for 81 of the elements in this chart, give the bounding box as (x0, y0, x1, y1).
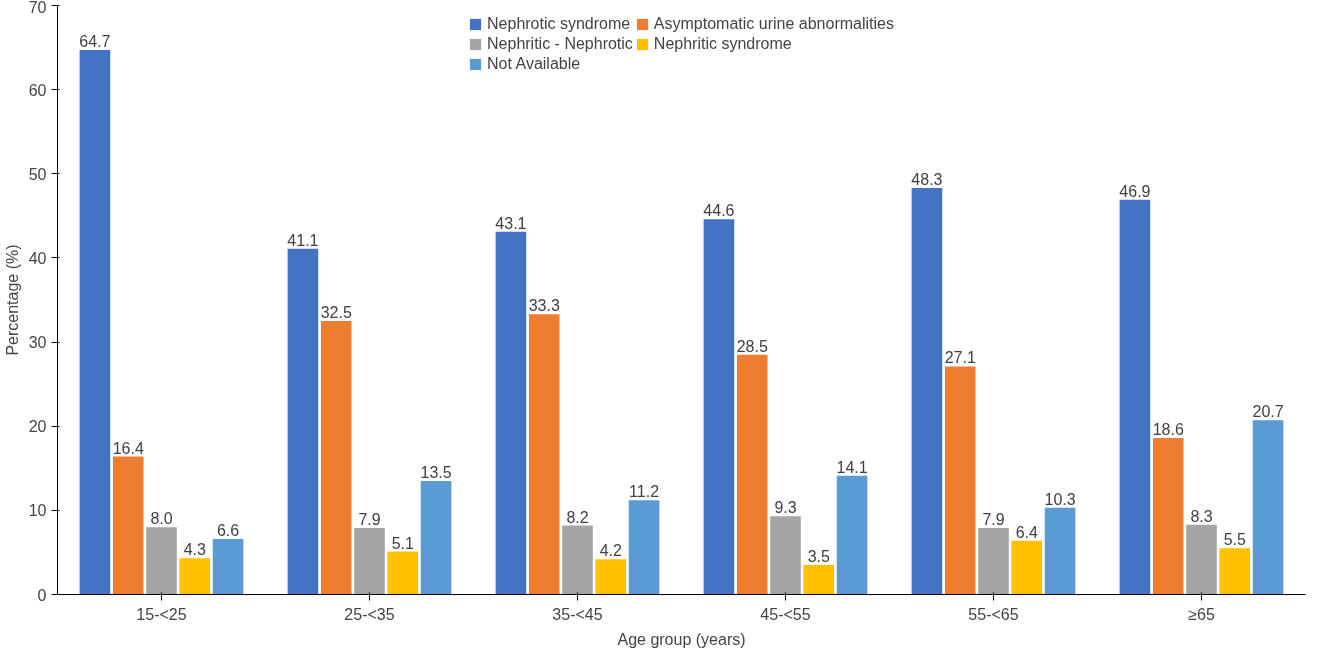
bar (146, 527, 177, 595)
data-label: 7.9 (982, 511, 1005, 529)
y-tick-label: 70 (28, 0, 47, 16)
legend-label: Nephritic syndrome (653, 35, 792, 53)
x-axis-title: Age group (years) (617, 630, 746, 648)
bar (212, 538, 244, 595)
bar (836, 475, 868, 595)
data-label: 14.1 (836, 458, 868, 476)
bar (1044, 507, 1076, 595)
legend-label: Not Available (487, 55, 581, 73)
bar (528, 314, 560, 595)
y-tick-label: 60 (28, 81, 47, 99)
data-label: 8.0 (150, 510, 173, 528)
bar (1152, 437, 1184, 595)
bar (1119, 199, 1151, 595)
data-label: 43.1 (495, 214, 527, 232)
bar (179, 558, 211, 595)
bar (287, 248, 319, 595)
data-label: 6.4 (1015, 523, 1038, 541)
data-label: 46.9 (1119, 182, 1151, 200)
bar (1252, 420, 1284, 595)
data-label: 28.5 (736, 337, 768, 355)
data-label: 13.5 (420, 463, 452, 481)
data-label: 4.3 (183, 541, 206, 559)
bar (1186, 524, 1217, 595)
x-tick-label: 25-<35 (344, 605, 395, 623)
x-tick-label: 45-<55 (760, 605, 811, 623)
bar (562, 525, 593, 595)
bar (911, 188, 943, 595)
x-tick-label: 35-<45 (552, 605, 603, 623)
data-label: 11.2 (629, 483, 660, 501)
bar (1219, 548, 1251, 595)
data-label: 10.3 (1044, 490, 1076, 508)
y-tick-label: 10 (28, 502, 47, 520)
bar (1011, 540, 1043, 595)
bar (354, 528, 385, 595)
x-tick-label: 55-<65 (968, 605, 1019, 623)
data-label: 16.4 (112, 439, 144, 457)
legend-label: Nephrotic syndrome (487, 15, 631, 33)
data-label: 44.6 (703, 202, 735, 220)
bar (387, 551, 419, 595)
data-label: 27.1 (944, 349, 976, 367)
data-label: 5.1 (391, 534, 414, 552)
bar (112, 456, 144, 595)
bar (803, 565, 835, 595)
data-label: 6.6 (216, 521, 240, 539)
bar (736, 354, 768, 595)
data-label: 64.7 (79, 33, 111, 51)
bar (595, 559, 627, 595)
data-label: 5.5 (1223, 531, 1246, 549)
bar (420, 480, 452, 595)
legend-label: Asymptomatic urine abnormalities (653, 15, 894, 33)
data-label: 48.3 (911, 171, 943, 189)
x-tick-label: 15-<25 (136, 605, 187, 623)
bar (978, 528, 1009, 595)
y-axis-title: Percentage (%) (3, 244, 21, 356)
x-tick-label: ≥65 (1188, 605, 1215, 623)
y-tick-label: 40 (28, 249, 47, 267)
bar (703, 219, 735, 595)
y-tick-label: 30 (28, 334, 47, 352)
bar (79, 50, 111, 595)
data-label: 3.5 (807, 548, 830, 566)
bar (495, 231, 527, 595)
bar (628, 500, 660, 595)
data-label: 32.5 (320, 304, 352, 322)
data-label: 8.2 (566, 508, 589, 526)
y-tick-label: 50 (28, 165, 47, 183)
bar (944, 366, 976, 595)
data-label: 33.3 (528, 297, 560, 315)
y-tick-label: 0 (37, 586, 47, 604)
bar (770, 516, 801, 595)
y-tick-label: 20 (28, 418, 47, 436)
data-label: 8.3 (1190, 507, 1213, 525)
data-label: 4.2 (599, 542, 622, 560)
data-label: 9.3 (774, 499, 797, 517)
data-label: 20.7 (1252, 403, 1284, 421)
data-label: 7.9 (358, 511, 381, 529)
legend-label: Nephritic - Nephrotic (487, 35, 633, 53)
data-label: 18.6 (1152, 420, 1184, 438)
data-label: 41.1 (287, 231, 319, 249)
bar (320, 321, 352, 595)
